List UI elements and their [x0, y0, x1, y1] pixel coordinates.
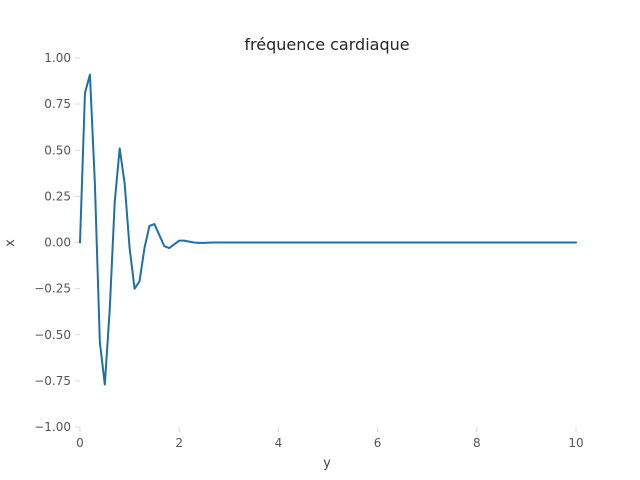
- x-tick-label: 6: [374, 436, 382, 450]
- y-tick-label: −1.00: [34, 420, 71, 434]
- x-axis-ticks: 0 2 4 6 8 10: [76, 427, 584, 450]
- x-tick-label: 8: [473, 436, 481, 450]
- series-layer: [79, 73, 577, 386]
- x-tick-label: 10: [568, 436, 583, 450]
- y-tick-label: 0.00: [44, 236, 71, 250]
- x-tick-label: 2: [175, 436, 183, 450]
- y-tick-label: −0.50: [34, 328, 71, 342]
- x-tick-label: 0: [76, 436, 84, 450]
- y-tick-label: 0.25: [44, 189, 71, 203]
- y-axis-label: x: [3, 239, 18, 247]
- x-axis-label: y: [323, 456, 331, 471]
- series-line: [79, 73, 577, 386]
- x-tick-label: 4: [275, 436, 283, 450]
- y-tick-label: −0.25: [34, 282, 71, 296]
- y-tick-label: −0.75: [34, 374, 71, 388]
- y-tick-label: 0.50: [44, 143, 71, 157]
- y-tick-label: 0.75: [44, 97, 71, 111]
- y-tick-label: 1.00: [44, 51, 71, 65]
- chart-title: fréquence cardiaque: [244, 35, 409, 54]
- y-axis-ticks: −1.00 −0.75 −0.50 −0.25 0.00 0.25 0.50 0.75 1.00: [34, 51, 80, 434]
